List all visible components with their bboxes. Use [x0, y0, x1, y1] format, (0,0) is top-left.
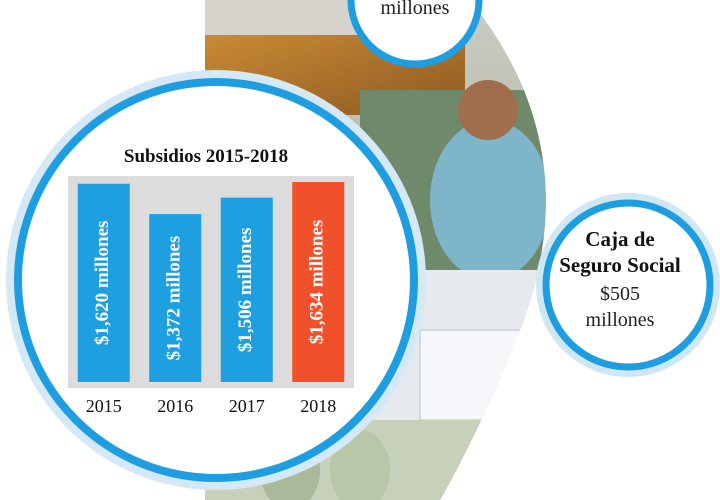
value-label: $1,620 millones: [92, 221, 113, 346]
x-tick-label: 2018: [300, 396, 336, 416]
right-circle-title: Caja de: [585, 227, 654, 251]
chart-title: Subsidios 2015-2018: [124, 146, 288, 167]
x-tick-label: 2016: [157, 396, 193, 416]
bar: [149, 214, 202, 382]
value-label: $1,372 millones: [164, 236, 185, 361]
bar: [292, 182, 345, 382]
right-circle-unit: millones: [586, 309, 655, 331]
right-circle-title: Seguro Social: [559, 253, 681, 277]
x-tick-label: 2015: [86, 396, 122, 416]
top-circle-text: millones: [381, 0, 450, 19]
right-circle-amount: $505: [600, 283, 640, 305]
x-tick-label: 2017: [229, 396, 265, 416]
bar: [77, 183, 130, 382]
value-label: $1,506 millones: [235, 228, 256, 353]
top-circle: [347, 0, 483, 68]
bar: [220, 197, 273, 382]
value-label: $1,634 millones: [307, 220, 328, 345]
right-circle: [542, 199, 714, 371]
